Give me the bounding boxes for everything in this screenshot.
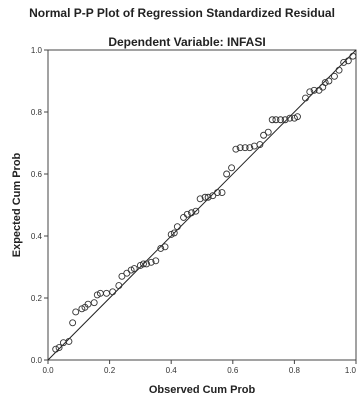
data-point: [109, 288, 117, 296]
y-tick-label: 0.8: [31, 108, 43, 117]
data-point: [310, 86, 318, 94]
data-points: [52, 52, 357, 353]
data-point: [213, 189, 221, 197]
data-point: [173, 223, 181, 231]
chart-subtitle: Dependent Variable: INFASI: [108, 35, 265, 49]
data-point: [152, 257, 160, 265]
y-axis-ticks: 0.0 0.2 0.4 0.6 0.8 1.0: [31, 46, 48, 365]
y-tick-label: 1.0: [31, 46, 43, 55]
data-point: [209, 192, 217, 200]
data-point: [321, 79, 329, 87]
data-point: [147, 258, 155, 266]
data-point: [52, 345, 60, 353]
x-tick-label: 0.0: [42, 366, 54, 375]
data-point: [183, 210, 191, 218]
data-point: [325, 77, 333, 85]
data-point: [268, 116, 276, 124]
data-point: [72, 308, 80, 316]
data-point: [306, 88, 314, 96]
data-point: [170, 229, 178, 237]
data-point: [188, 209, 195, 217]
data-point: [130, 265, 138, 272]
data-point: [277, 116, 284, 124]
reference-diagonal-line: [47, 49, 357, 361]
data-point: [335, 66, 343, 74]
data-point: [161, 243, 169, 251]
x-tick-label: 0.6: [227, 366, 239, 375]
data-point: [118, 272, 126, 280]
y-axis-label: Expected Cum Prob: [11, 152, 23, 257]
data-point: [223, 170, 231, 178]
data-point: [115, 282, 123, 290]
data-point: [232, 145, 240, 153]
data-point: [294, 113, 301, 121]
data-point: [143, 260, 151, 268]
data-point: [157, 244, 165, 252]
data-point: [90, 299, 98, 307]
x-tick-label: 0.4: [166, 366, 178, 375]
data-point: [204, 193, 212, 201]
data-point: [196, 195, 204, 203]
data-point: [201, 193, 209, 201]
data-point: [192, 207, 200, 215]
data-point: [302, 94, 309, 102]
data-point: [228, 164, 236, 172]
x-tick-label: 1.0: [345, 366, 357, 375]
data-point: [65, 337, 73, 345]
data-point: [344, 57, 352, 65]
data-point: [256, 141, 264, 149]
data-point: [246, 144, 254, 152]
x-tick-label: 0.8: [289, 366, 301, 375]
data-point: [241, 144, 249, 152]
x-axis-label: Observed Cum Prob: [149, 384, 256, 396]
y-tick-label: 0.4: [31, 232, 43, 241]
data-point: [260, 131, 268, 139]
chart-title: Normal P-P Plot of Regression Standardiz…: [29, 6, 335, 20]
data-point: [340, 58, 348, 66]
data-point: [69, 319, 77, 327]
data-point: [349, 52, 357, 60]
data-point: [330, 72, 338, 80]
data-point: [84, 300, 92, 308]
x-tick-label: 0.2: [104, 366, 116, 375]
y-tick-label: 0.2: [31, 294, 43, 303]
data-point: [55, 344, 63, 352]
data-point: [236, 144, 244, 152]
data-point: [218, 189, 226, 197]
x-axis-ticks: 0.0 0.2 0.4 0.6 0.8 1.0: [42, 360, 357, 375]
data-point: [103, 289, 110, 297]
y-tick-label: 0.0: [31, 356, 43, 365]
y-tick-label: 0.6: [31, 170, 43, 179]
data-point: [140, 260, 147, 268]
data-point: [281, 116, 289, 124]
data-point: [272, 116, 280, 124]
data-point: [286, 114, 294, 122]
data-point: [264, 128, 272, 136]
